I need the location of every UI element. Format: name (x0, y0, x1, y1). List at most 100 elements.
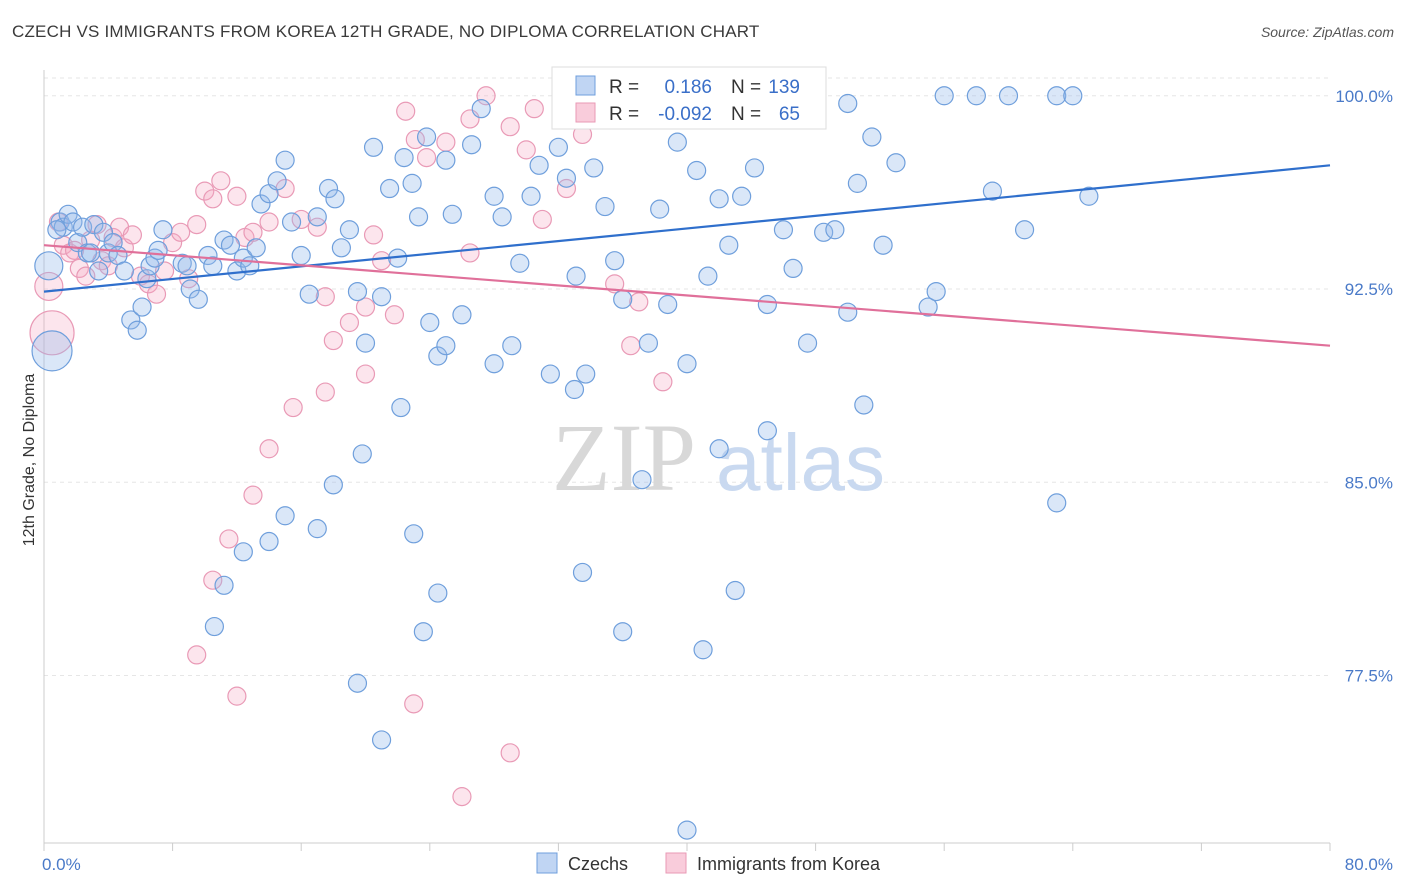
czech-point (347, 673, 368, 693)
czech-point (355, 333, 376, 353)
czech-point (605, 251, 625, 271)
korea-n-value: 65 (779, 104, 800, 125)
y-tick-label: 77.5% (1345, 667, 1393, 686)
czech-point (677, 820, 697, 840)
korea-point (227, 186, 247, 206)
korea-r-value: -0.092 (658, 104, 712, 125)
czech-point (576, 364, 596, 384)
czech-point (687, 160, 707, 181)
korea-point (384, 305, 405, 325)
czech-point (214, 230, 234, 250)
korea-point (315, 287, 335, 307)
korea-point (323, 330, 343, 351)
czech-point (838, 302, 858, 322)
czech-point (484, 186, 504, 206)
korea-point (29, 310, 75, 356)
czech-point (595, 196, 615, 217)
korea-point (556, 178, 577, 199)
czech-point (982, 181, 1003, 201)
korea-legend-swatch (575, 102, 596, 123)
czech-point (492, 207, 512, 227)
y-tick-label: 85.0% (1345, 473, 1393, 492)
czech-point (638, 333, 659, 353)
czech-point (220, 235, 241, 255)
czech-point (339, 220, 360, 240)
czech-point (132, 297, 152, 317)
czech-point (797, 333, 818, 353)
korea-point (371, 251, 392, 271)
czech-point (93, 222, 114, 242)
czech-point (428, 583, 448, 603)
czech-point (461, 135, 482, 155)
korea-trend-line (43, 244, 1331, 347)
y-tick-label: 100.0% (1335, 87, 1393, 106)
czech-point (47, 220, 67, 240)
czech-point (825, 220, 845, 240)
czech-point (814, 222, 834, 242)
czech-point (566, 266, 586, 286)
korea-point (339, 312, 360, 333)
korea-point (307, 217, 327, 237)
czech-point (521, 186, 541, 206)
korea-point (621, 336, 641, 356)
y-axis-title: 12th Grade, No Diploma (21, 374, 38, 547)
czech-point (81, 243, 101, 263)
source-label: Source: ZipAtlas.com (1260, 24, 1394, 40)
czech-point (1047, 493, 1067, 513)
czech-point (847, 173, 867, 193)
czech-point (84, 215, 104, 235)
czech-point (251, 194, 271, 214)
czech-point (613, 289, 633, 309)
korea-point (532, 209, 552, 230)
x-tick-label: 0.0% (42, 855, 81, 874)
czech-point (484, 354, 504, 374)
czech-point (214, 575, 234, 595)
czech-point (371, 730, 392, 750)
czech-point (363, 137, 384, 157)
korea-point (283, 397, 303, 418)
czech-point (204, 616, 224, 637)
czechs-legend-swatch (536, 852, 558, 874)
korea-point (396, 101, 416, 121)
korea-point (195, 181, 215, 201)
czech-point (693, 640, 713, 660)
czech-point (318, 178, 339, 199)
czech-point (732, 186, 752, 206)
czech-point (632, 470, 652, 490)
czech-point (709, 189, 729, 209)
czech-point (371, 287, 392, 307)
czech-trend-line (43, 164, 1331, 293)
czech-point (452, 305, 472, 325)
x-tick-label: 80.0% (1345, 855, 1393, 874)
czech-point (773, 220, 794, 240)
axes (43, 70, 1331, 851)
czech-point (529, 155, 549, 175)
korea-point (436, 132, 456, 152)
czech-point (1047, 86, 1067, 106)
czech-point (34, 251, 64, 281)
czech-point (725, 580, 745, 601)
czech-point (267, 171, 287, 191)
czechs-legend-label: Czechs (568, 854, 628, 874)
czech-legend-swatch (575, 75, 596, 96)
czech-point (757, 421, 777, 441)
korea-point (653, 372, 673, 392)
czech-point (428, 346, 448, 366)
czech-point (331, 238, 351, 258)
czech-point (1079, 186, 1099, 206)
czech-point (436, 150, 456, 170)
czech-point (719, 235, 739, 255)
czech-point (380, 178, 400, 199)
korea-point (452, 787, 472, 807)
czech-point (502, 336, 522, 356)
czech-point (275, 150, 295, 170)
czech-point (873, 235, 893, 255)
stats-legend: R = 0.186 N = 139 R = -0.092 N = 65 (551, 66, 827, 130)
korea-point (524, 99, 544, 119)
grid-lines (44, 77, 1330, 677)
korea-point (69, 258, 89, 279)
korea-point (405, 129, 425, 150)
czech-point (259, 531, 279, 552)
czech-point (408, 207, 429, 227)
